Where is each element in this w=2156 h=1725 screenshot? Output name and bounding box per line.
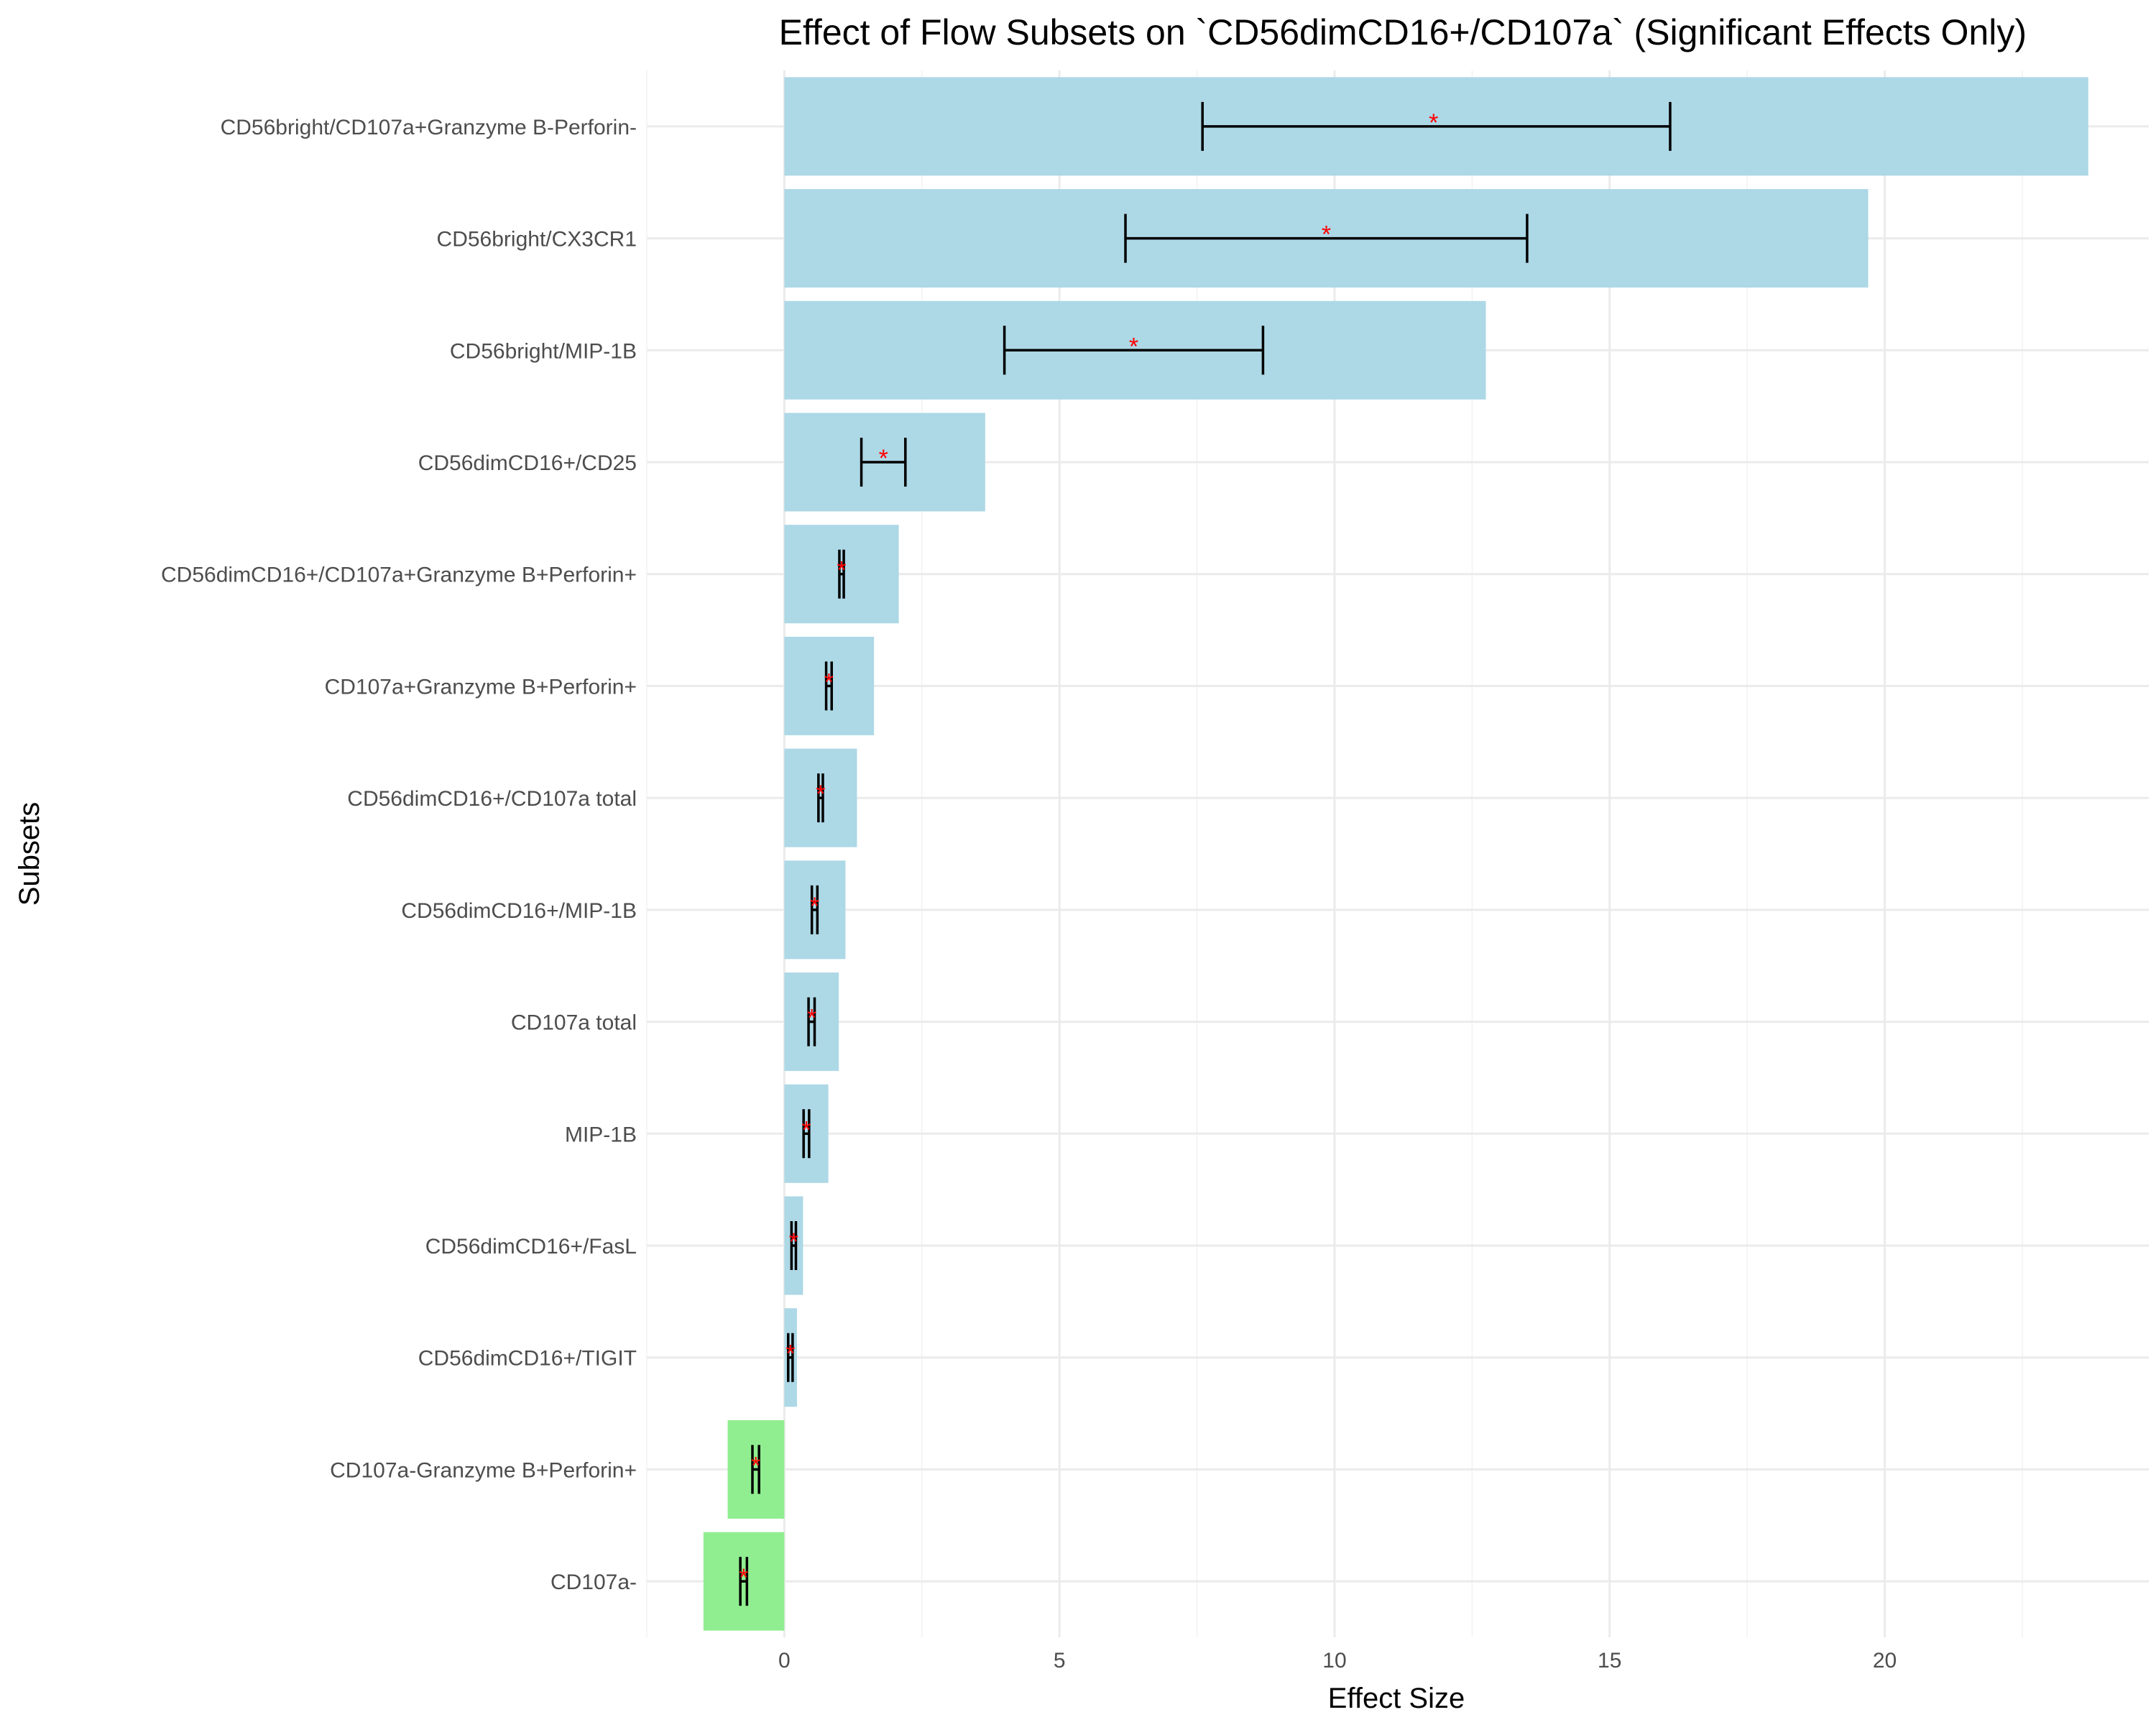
y-tick-label: CD107a-Granzyme B+Perforin+ <box>330 1458 637 1482</box>
y-tick-label: CD56dimCD16+/MIP-1B <box>401 899 637 923</box>
significance-marker: * <box>1429 109 1438 137</box>
significance-marker: * <box>816 781 825 808</box>
significance-marker: * <box>824 668 834 696</box>
y-tick-label: CD107a+Granzyme B+Perforin+ <box>325 675 637 699</box>
y-tick-label: CD56dimCD16+/CD25 <box>418 451 637 475</box>
x-axis-title: Effect Size <box>1328 1683 1465 1714</box>
significance-marker: * <box>837 557 846 584</box>
error-bars-layer: * * * * * * * * * * * * * * <box>739 101 1672 1606</box>
y-tick-label: CD56dimCD16+/CD107a+Granzyme B+Perforin+ <box>161 564 637 587</box>
significance-marker: * <box>801 1116 811 1144</box>
bars-layer <box>703 77 2088 1631</box>
y-tick-label: CD56dimCD16+/TIGIT <box>418 1347 637 1371</box>
significance-marker: * <box>789 1228 798 1256</box>
x-tick-label: 20 <box>1873 1649 1897 1673</box>
y-tick-label: CD56bright/CD107a+Granzyme B-Perforin- <box>221 116 637 139</box>
y-tick-label: MIP-1B <box>565 1123 637 1146</box>
y-tick-label: CD56dimCD16+/CD107a total <box>347 787 637 811</box>
significance-marker: * <box>807 1005 816 1032</box>
significance-marker: * <box>786 1340 795 1368</box>
significance-marker: * <box>879 445 888 472</box>
x-tick-label: 15 <box>1598 1649 1621 1673</box>
chart-title: Effect of Flow Subsets on `CD56dimCD16+/… <box>779 12 2027 52</box>
y-tick-label: CD107a total <box>511 1011 637 1035</box>
y-tick-label: CD56dimCD16+/FasL <box>425 1235 637 1259</box>
y-tick-label: CD56bright/MIP-1B <box>450 339 637 363</box>
y-tick-label: CD107a- <box>550 1570 637 1594</box>
x-tick-labels: 0 5 10 15 20 <box>778 1649 1897 1673</box>
y-axis-title: Subsets <box>14 802 45 906</box>
x-tick-label: 0 <box>778 1649 791 1673</box>
y-tick-labels: CD56bright/CD107a+Granzyme B-Perforin- CD… <box>161 116 637 1594</box>
significance-marker: * <box>810 893 819 920</box>
significance-marker: * <box>1129 333 1138 360</box>
significance-marker: * <box>739 1564 748 1591</box>
y-tick-label: CD56bright/CX3CR1 <box>437 228 637 252</box>
x-tick-label: 10 <box>1322 1649 1346 1673</box>
x-tick-label: 5 <box>1054 1649 1066 1673</box>
significance-marker: * <box>751 1452 760 1479</box>
significance-marker: * <box>1322 221 1331 249</box>
